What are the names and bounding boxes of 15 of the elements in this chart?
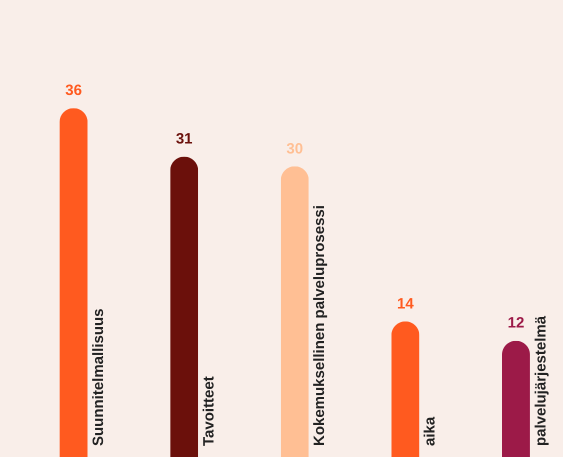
x-tick-label: aika: [422, 416, 439, 446]
data-label: 12: [508, 314, 524, 332]
bar: [170, 156, 198, 457]
bar: [280, 166, 309, 457]
bar: [502, 340, 530, 457]
x-tick-label: Tavoitteet: [200, 376, 218, 446]
x-tick-label: Suunnitelmallisuus: [90, 308, 107, 446]
x-tick-label: palvelujärjestelmä: [532, 315, 550, 446]
x-tick-label: Kokemuksellinen palveluprosessi: [311, 205, 328, 446]
data-label: 36: [65, 82, 82, 100]
data-label: 14: [397, 295, 414, 312]
data-label: 31: [176, 130, 193, 148]
bar: [391, 321, 420, 457]
bar: [60, 108, 88, 457]
data-label: 30: [286, 140, 304, 158]
